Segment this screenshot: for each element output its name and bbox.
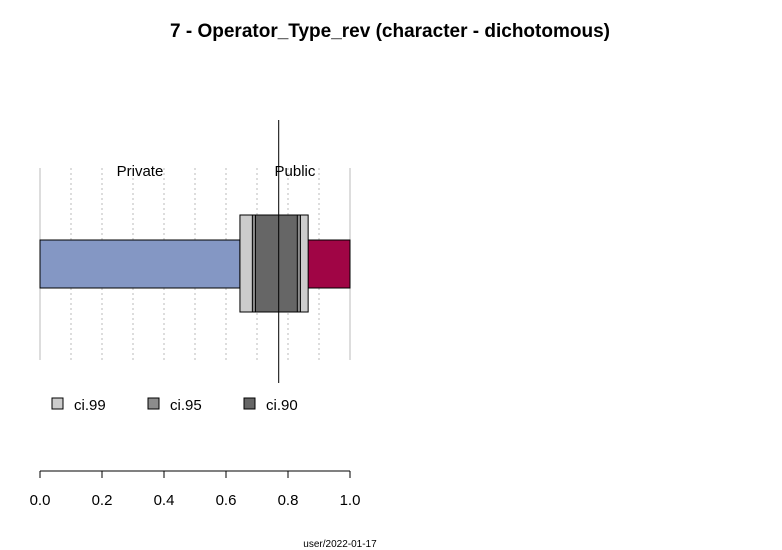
confidence-intervals: [239, 214, 309, 313]
x-tick-label-1: 0.2: [92, 492, 113, 509]
legend-swatch-ci90: [243, 397, 256, 410]
bar-private: [39, 239, 241, 289]
x-tick-label-5: 1.0: [340, 492, 361, 509]
legend-swatch-ci99: [51, 397, 64, 410]
ci-box-ci90: [254, 214, 298, 313]
category-label-private: Private: [117, 163, 164, 180]
legend-label-ci99: ci.99: [74, 397, 106, 414]
chart-title: 7 - Operator_Type_rev (character - dicho…: [170, 21, 610, 42]
x-tick-label-2: 0.4: [154, 492, 175, 509]
legend-swatch-ci95: [147, 397, 160, 410]
category-labels: Private Public: [117, 163, 316, 180]
x-tick-label-3: 0.6: [216, 492, 237, 509]
category-label-public: Public: [275, 163, 316, 180]
legend-label-ci95: ci.95: [170, 397, 202, 414]
x-axis: 0.0 0.2 0.4 0.6 0.8 1.0: [30, 470, 361, 509]
x-tick-label-0: 0.0: [30, 492, 51, 509]
legend: ci.99 ci.95 ci.90: [51, 397, 298, 414]
legend-label-ci90: ci.90: [266, 397, 298, 414]
x-tick-label-4: 0.8: [278, 492, 299, 509]
footer-text: user/2022-01-17: [303, 539, 377, 550]
